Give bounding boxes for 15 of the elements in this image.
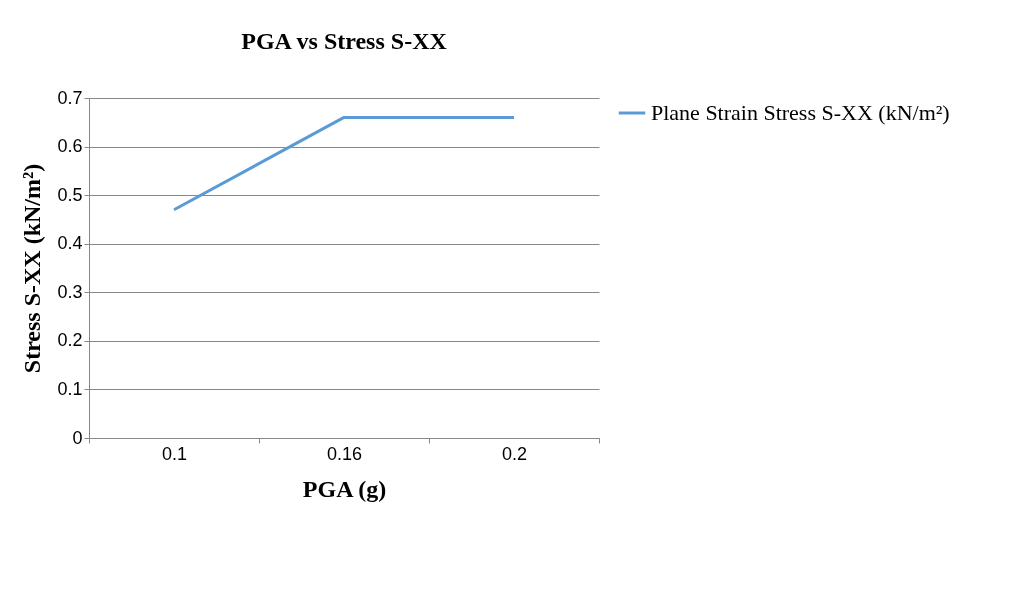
y-tick-label: 0.6 (57, 136, 83, 157)
y-tick-label: 0 (72, 427, 83, 448)
y-tick-label: 0.5 (57, 184, 83, 205)
y-tick-label: 0.1 (57, 378, 83, 399)
y-tick-label: 0.7 (57, 87, 83, 108)
y-axis-title: Stress S-XX (kN/m²) (19, 163, 46, 374)
x-tick-label: 0.16 (326, 443, 363, 464)
y-tick-label: 0.4 (57, 233, 83, 254)
y-tick-label: 0.3 (57, 281, 83, 302)
x-tick-label: 0.2 (501, 443, 528, 464)
legend-label: Plane Strain Stress S-XX (kN/m²) (651, 100, 950, 125)
y-tick-label: 0.2 (57, 330, 83, 351)
chart-title: PGA vs Stress S-XX (241, 28, 448, 54)
x-axis-title: PGA (g) (302, 475, 387, 502)
x-tick-label: 0.1 (161, 443, 188, 464)
